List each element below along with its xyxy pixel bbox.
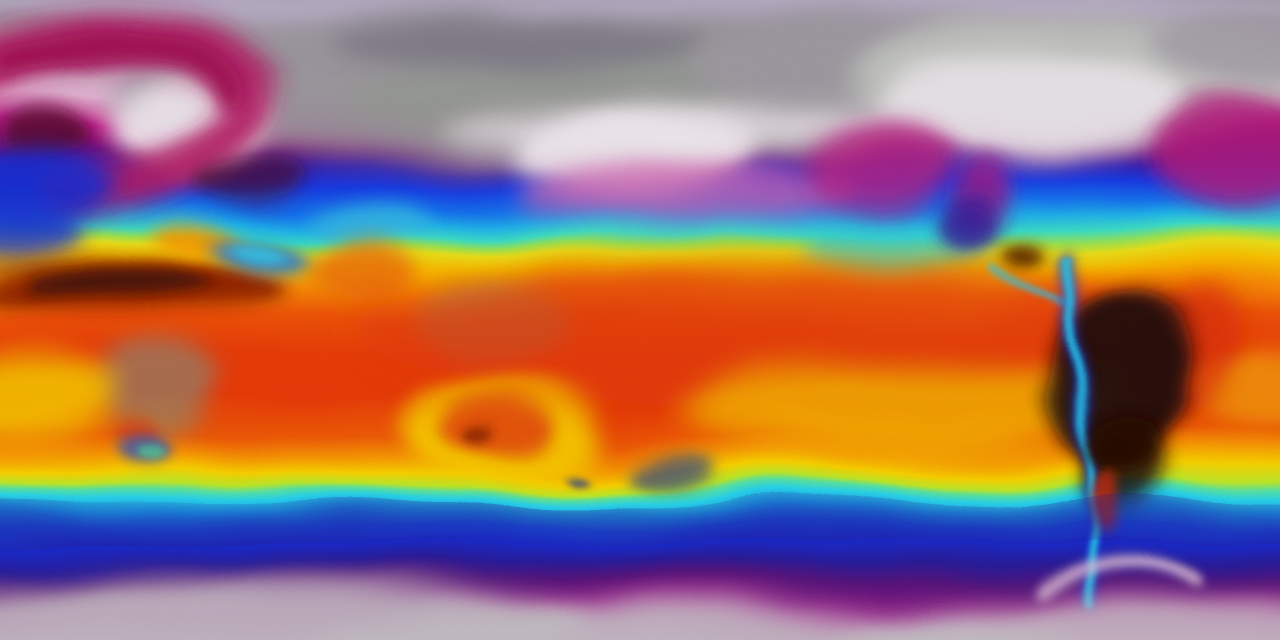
grain-texture-overlay xyxy=(0,0,1280,640)
global-temperature-map-screenshot xyxy=(0,0,1280,640)
global-temperature-map xyxy=(0,0,1280,640)
